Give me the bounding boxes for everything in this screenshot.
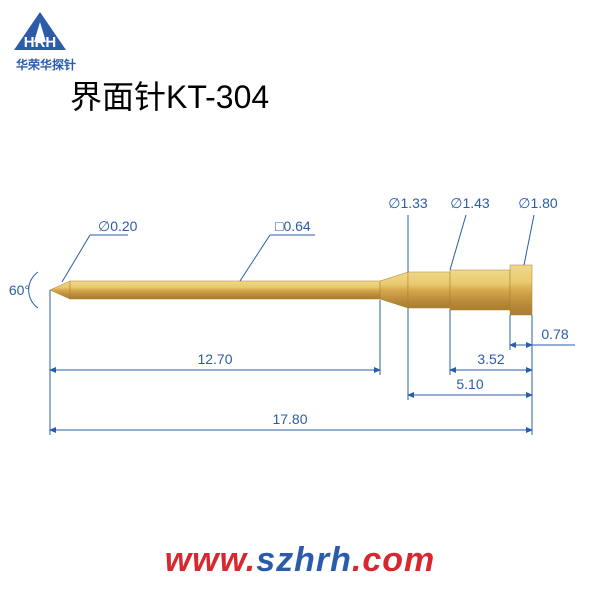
dim-total-length: 17.80 [272, 411, 307, 427]
dim-step2-dia: ∅1.43 [450, 195, 490, 211]
dim-shaft-length: 12.70 [197, 351, 232, 367]
dim-tip-angle: 60° [9, 282, 30, 298]
dim-shaft-sq: □0.64 [275, 218, 311, 234]
svg-text:HRH: HRH [24, 34, 57, 51]
brand-logo: HRH [10, 10, 70, 61]
dim-head-section: 5.10 [456, 376, 483, 392]
dim-step1-dia: ∅1.33 [388, 195, 428, 211]
dim-head-thickness: 0.78 [541, 326, 568, 342]
dim-mid-section: 3.52 [477, 351, 504, 367]
url-suffix: .com [352, 541, 435, 579]
url-domain: szhrh [256, 541, 352, 579]
product-title: 界面针KT-304 [70, 72, 269, 118]
dimension-diagram: 12.70 17.80 5.10 3.52 0.78 60° ∅0.20 [0, 140, 600, 480]
dim-tip-dia: ∅0.20 [98, 218, 138, 234]
website-url: www.szhrh.com [0, 541, 600, 580]
page: HRH 华荣华探针 界面针KT-304 [0, 0, 600, 600]
brand-subtitle: 华荣华探针 [16, 56, 76, 73]
dim-head-dia: ∅1.80 [518, 195, 558, 211]
url-prefix: www. [165, 541, 257, 579]
